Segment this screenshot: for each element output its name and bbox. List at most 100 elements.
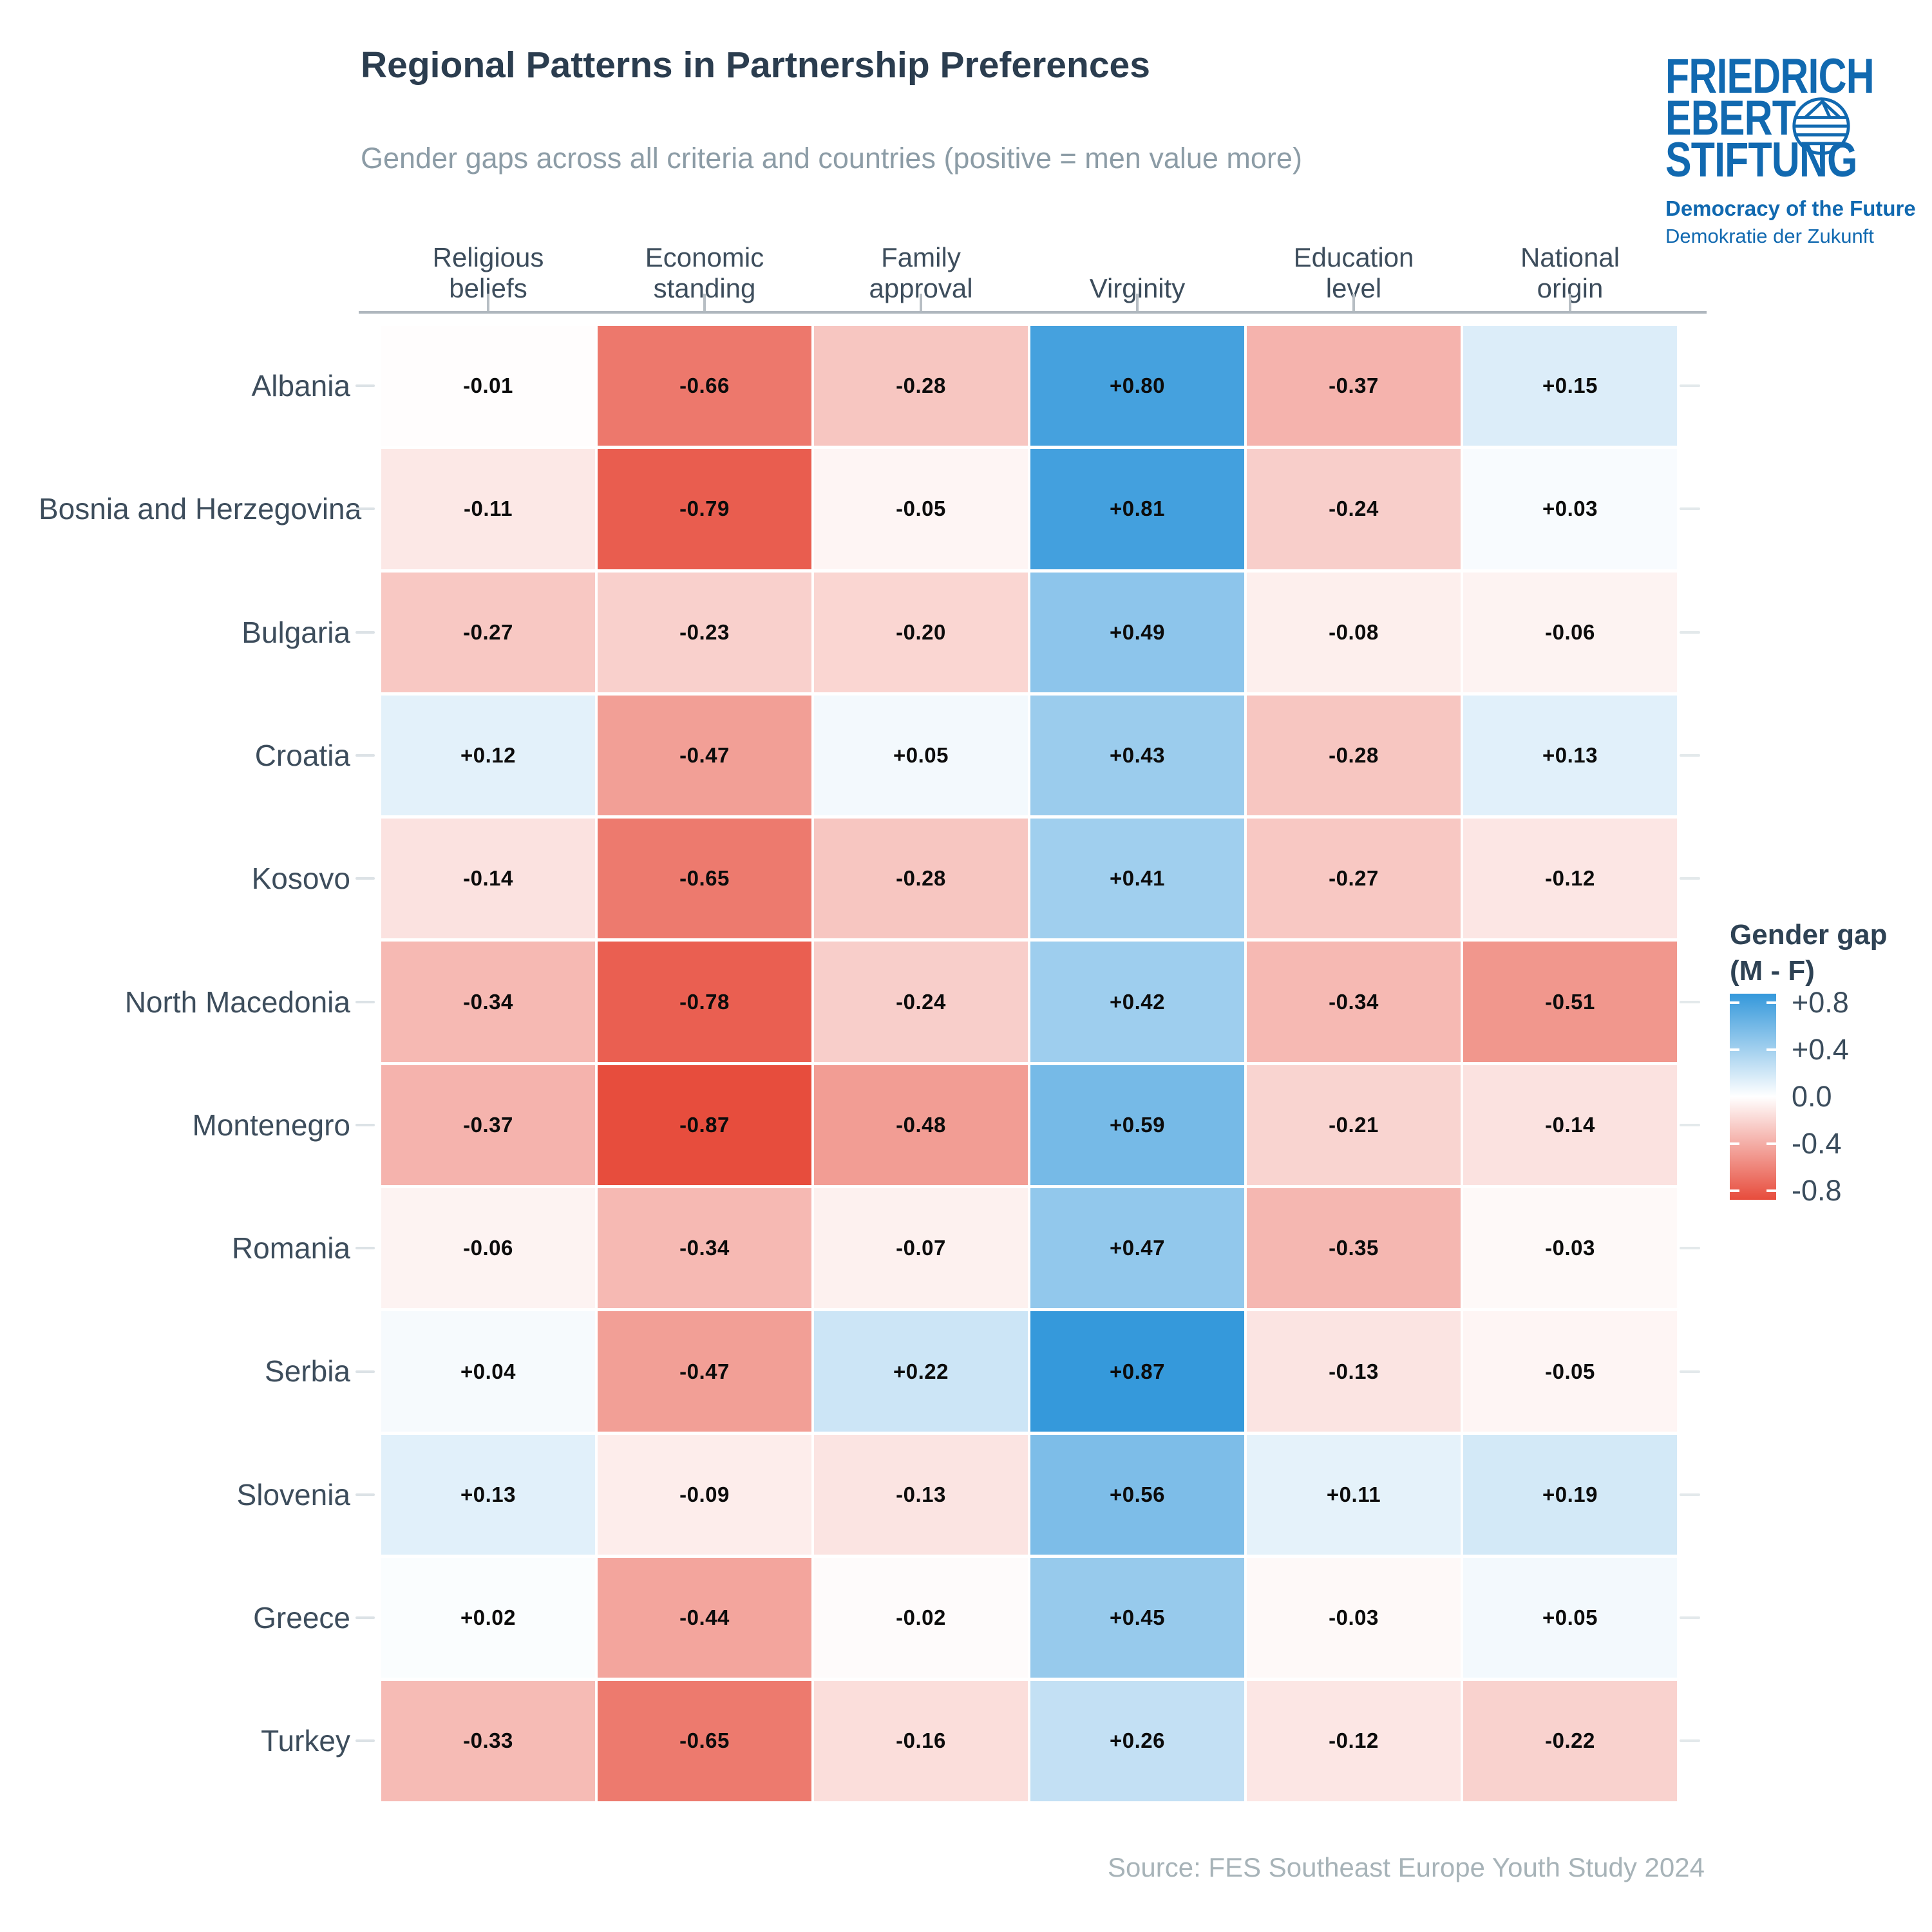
row-tick	[355, 754, 375, 757]
heatmap-cell: -0.08	[1247, 572, 1461, 692]
colorbar-tick	[1766, 1142, 1776, 1146]
fes-wordmark-line2: EBERT	[1665, 91, 1796, 146]
heatmap-cell: -0.33	[381, 1681, 595, 1801]
row-tick	[355, 384, 375, 388]
heatmap-cell: -0.14	[381, 819, 595, 939]
column-header-family-approval: Family approval	[869, 242, 973, 303]
row-tick	[1680, 754, 1700, 757]
cell-value: -0.34	[679, 1236, 730, 1260]
x-axis-tick	[920, 294, 922, 311]
heatmap-cell: -0.07	[814, 1188, 1028, 1309]
row-tick	[355, 507, 375, 511]
heatmap-cell: +0.22	[814, 1311, 1028, 1432]
cell-value: -0.23	[679, 620, 730, 644]
heatmap-cell: -0.48	[814, 1065, 1028, 1186]
row-label-montenegro: Montenegro	[192, 1108, 351, 1142]
legend-tick-label: +0.4	[1792, 1032, 1849, 1066]
cell-value: -0.20	[896, 620, 946, 644]
heatmap-cell: -0.65	[598, 819, 811, 939]
colorbar-tick	[1730, 1001, 1739, 1004]
cell-value: -0.14	[1545, 1112, 1595, 1137]
page-title: Regional Patterns in Partnership Prefere…	[361, 44, 1150, 86]
cell-value: -0.51	[1545, 989, 1595, 1014]
legend-colorbar	[1730, 994, 1776, 1200]
heatmap-cell: -0.79	[598, 449, 811, 569]
legend-title: Gender gap (M - F)	[1730, 917, 1888, 989]
row-tick	[1680, 1739, 1700, 1743]
cell-value: -0.13	[896, 1482, 946, 1506]
heatmap-cell: -0.87	[598, 1065, 811, 1186]
heatmap-cell: -0.06	[1463, 572, 1677, 692]
cell-value: -0.05	[896, 497, 946, 521]
heatmap-cell: +0.56	[1030, 1434, 1244, 1555]
heatmap-cell: +0.05	[1463, 1557, 1677, 1678]
cell-value: -0.24	[1329, 497, 1379, 521]
heatmap-cell: -0.03	[1247, 1557, 1461, 1678]
cell-value: -0.35	[1329, 1236, 1379, 1260]
heatmap-cell: +0.13	[1463, 695, 1677, 816]
heatmap-cell: -0.37	[1247, 326, 1461, 446]
row-tick	[1680, 630, 1700, 634]
legend-title-line2: (M - F)	[1730, 955, 1815, 987]
row-label-greece: Greece	[253, 1601, 350, 1634]
heatmap-cell: -0.12	[1463, 819, 1677, 939]
heatmap-cell: +0.45	[1030, 1557, 1244, 1678]
row-tick	[355, 1739, 375, 1743]
heatmap-cell: -0.24	[814, 942, 1028, 1062]
heatmap-cell: -0.06	[381, 1188, 595, 1309]
heatmap-cell: -0.78	[598, 942, 811, 1062]
cell-value: +0.45	[1110, 1605, 1165, 1630]
heatmap-cell: +0.47	[1030, 1188, 1244, 1309]
row-label-croatia: Croatia	[254, 738, 350, 772]
cell-value: +0.13	[1542, 743, 1598, 768]
heatmap-cell: +0.03	[1463, 449, 1677, 569]
cell-value: +0.41	[1110, 866, 1165, 891]
heatmap-cell: -0.13	[814, 1434, 1028, 1555]
heatmap-cell: -0.21	[1247, 1065, 1461, 1186]
cell-value: -0.27	[463, 620, 513, 644]
heatmap-cell: -0.28	[1247, 695, 1461, 816]
heatmap-cell: +0.26	[1030, 1681, 1244, 1801]
row-label-turkey: Turkey	[261, 1724, 350, 1758]
cell-value: -0.06	[1545, 620, 1595, 644]
heatmap-cell: -0.24	[1247, 449, 1461, 569]
cell-value: -0.24	[896, 989, 946, 1014]
cell-value: +0.56	[1110, 1482, 1165, 1506]
row-label-kosovo: Kosovo	[251, 862, 350, 896]
heatmap-cell: +0.81	[1030, 449, 1244, 569]
heatmap-cell: -0.11	[381, 449, 595, 569]
cell-value: +0.80	[1110, 374, 1165, 398]
cell-value: -0.34	[1329, 989, 1379, 1014]
fes-tagline-en: Democracy of the Future	[1665, 196, 1916, 220]
row-label-bosnia-and-herzegovina: Bosnia and Herzegovina	[39, 492, 362, 526]
heatmap-cell: -0.14	[1463, 1065, 1677, 1186]
row-tick	[1680, 1616, 1700, 1620]
heatmap-cell: -0.47	[598, 695, 811, 816]
heatmap-cell: -0.05	[814, 449, 1028, 569]
heatmap-cell: -0.34	[381, 942, 595, 1062]
cell-value: -0.22	[1545, 1728, 1595, 1753]
cell-value: -0.37	[1329, 374, 1379, 398]
cell-value: -0.27	[1329, 866, 1379, 891]
heatmap-cell: +0.42	[1030, 942, 1244, 1062]
heatmap-cell: -0.12	[1247, 1681, 1461, 1801]
cell-value: -0.08	[1329, 620, 1379, 644]
cell-value: +0.87	[1110, 1359, 1165, 1383]
heatmap-cell: +0.43	[1030, 695, 1244, 816]
row-tick	[1680, 1000, 1700, 1003]
cell-value: +0.05	[1542, 1605, 1598, 1630]
row-label-albania: Albania	[251, 369, 350, 402]
row-label-serbia: Serbia	[265, 1354, 350, 1388]
colorbar-tick	[1766, 1001, 1776, 1004]
heatmap-cell: -0.22	[1463, 1681, 1677, 1801]
heatmap-cell: +0.12	[381, 695, 595, 816]
fes-wordmark: FRIEDRICH EBERT STIFTUNG	[1665, 52, 1904, 185]
cell-value: -0.03	[1545, 1236, 1595, 1260]
row-label-slovenia: Slovenia	[236, 1477, 350, 1511]
heatmap-cell: -0.20	[814, 572, 1028, 692]
row-tick	[1680, 1493, 1700, 1496]
heatmap-cell: +0.15	[1463, 326, 1677, 446]
heatmap-cell: -0.51	[1463, 942, 1677, 1062]
heatmap-cell: -0.27	[381, 572, 595, 692]
x-axis-tick	[1136, 294, 1139, 311]
